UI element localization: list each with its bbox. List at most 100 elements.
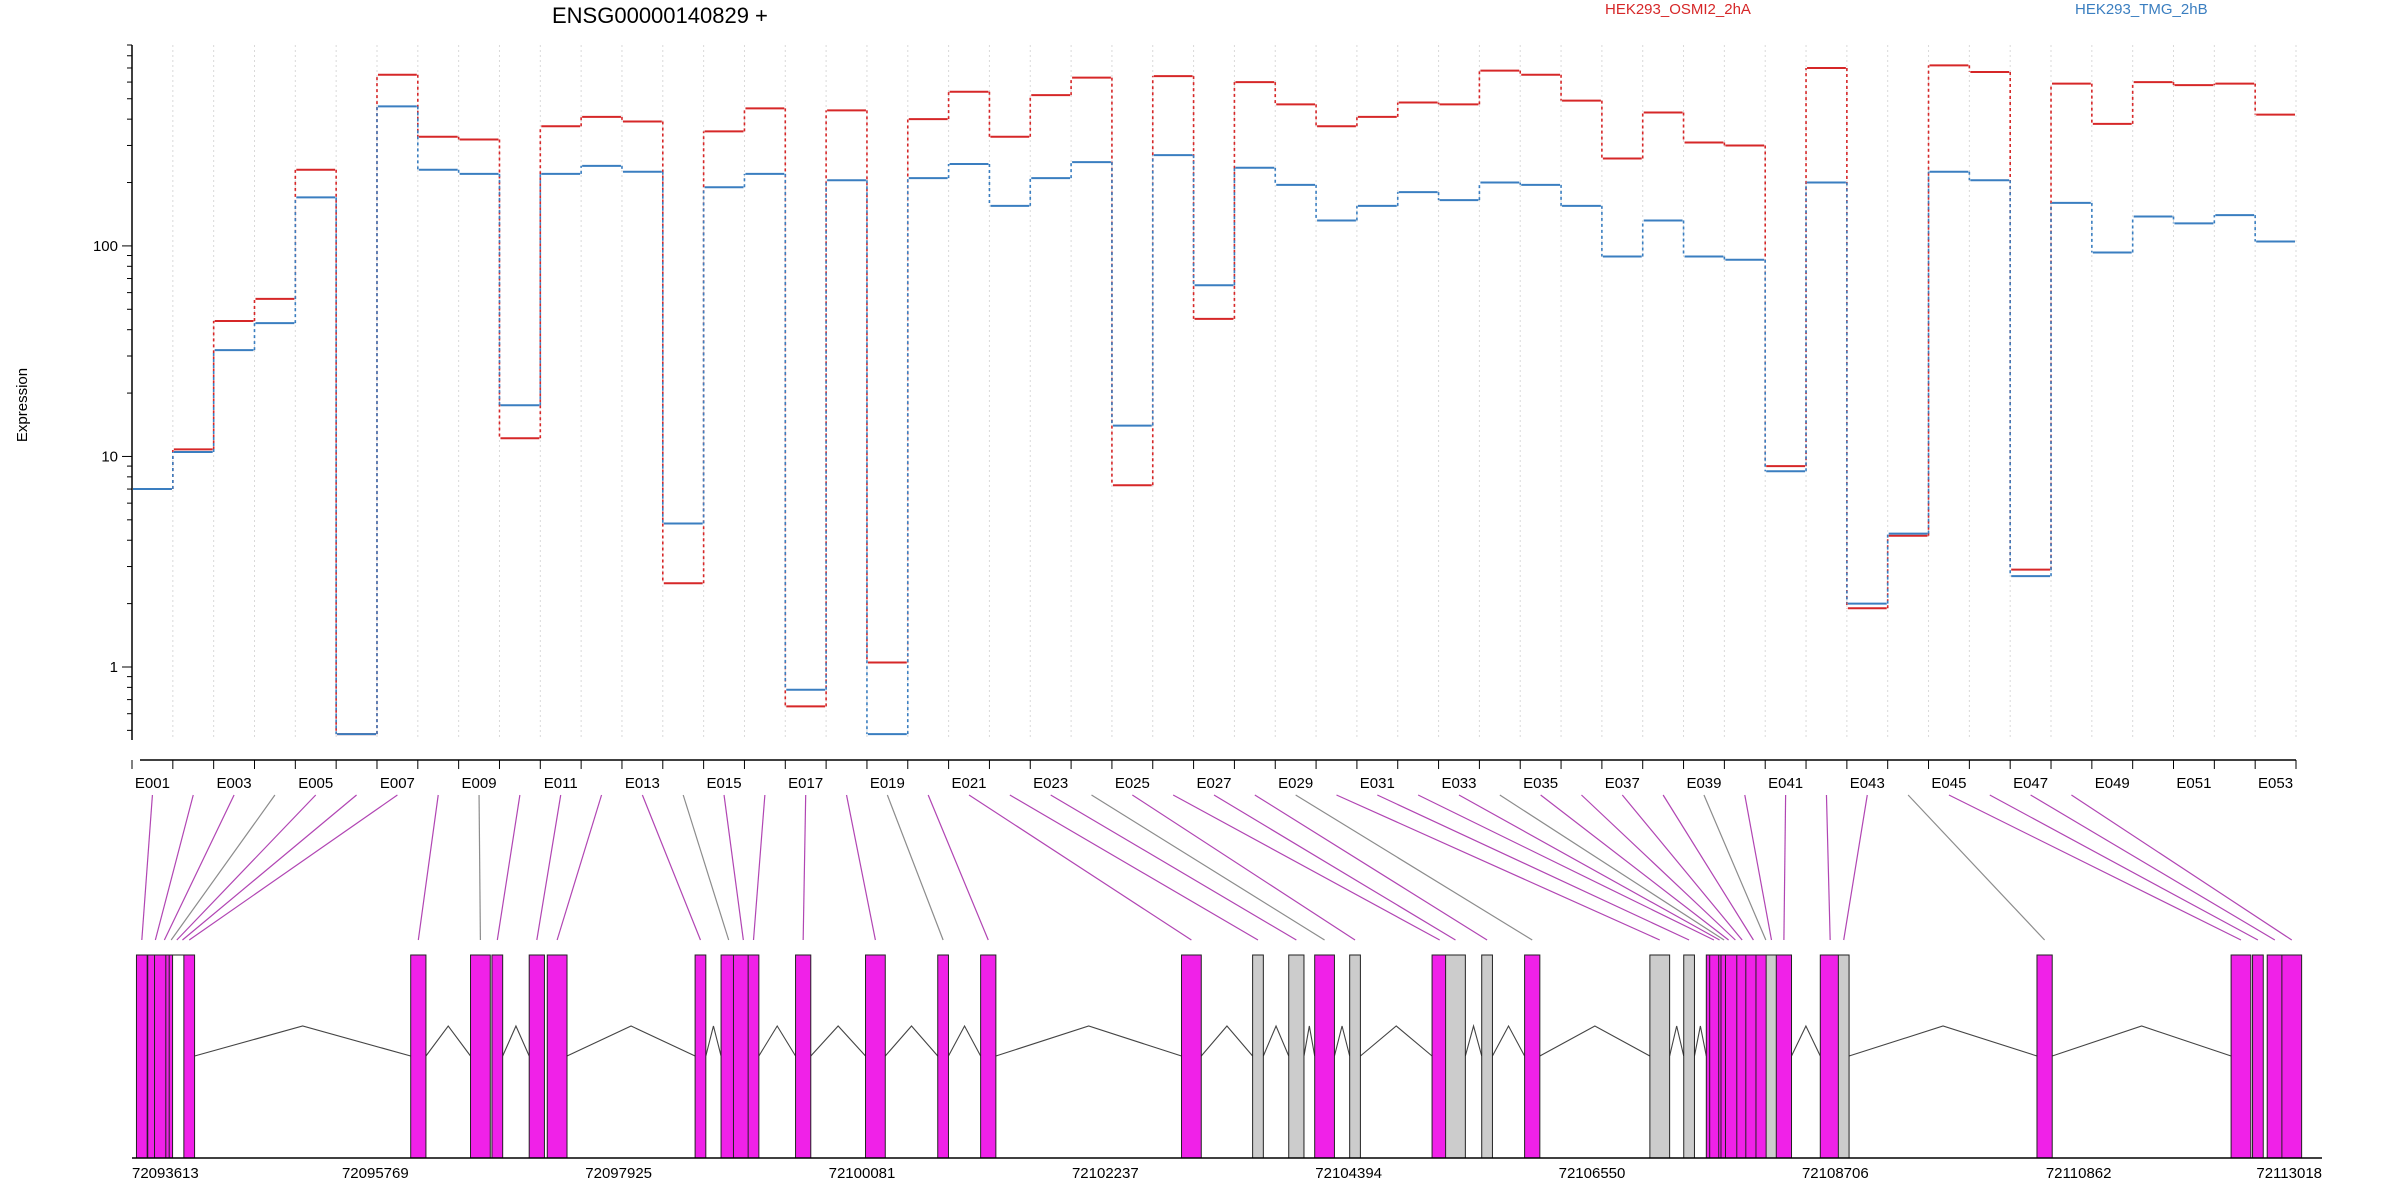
coordinate-label: 72104394 <box>1315 1165 1382 1182</box>
intron <box>502 1024 530 1057</box>
exon-connector <box>1091 794 1325 941</box>
x-tick-label: E011 <box>544 775 578 792</box>
intron <box>1360 1025 1433 1057</box>
exon-block <box>747 954 760 1159</box>
intron <box>1693 1025 1707 1057</box>
x-tick-label: E025 <box>1115 775 1150 792</box>
x-tick-label: E003 <box>217 775 252 792</box>
x-tick-label: E031 <box>1360 775 1395 792</box>
gene-model <box>132 954 2322 1159</box>
exon-block <box>2266 954 2283 1159</box>
intron <box>1539 1025 1651 1057</box>
exon-connector <box>1254 794 1488 941</box>
intron <box>995 1025 1182 1057</box>
intron <box>1262 1024 1290 1057</box>
x-tick-label: E021 <box>951 775 986 792</box>
coordinate-label: 72108706 <box>1802 1165 1869 1182</box>
exon-connector <box>182 794 357 941</box>
coordinate-label: 72113018 <box>2256 1165 2322 1182</box>
exon-block <box>183 954 196 1159</box>
y-tick-label: 1 <box>110 659 118 676</box>
exon-block <box>1431 954 1448 1159</box>
x-ticks: E001 E003 E005 E007 E009 E011 E013 E015 E017 E019… <box>131 760 2297 792</box>
exon-block <box>1775 954 1793 1159</box>
exon-connector <box>1744 794 1773 941</box>
x-tick-label: E013 <box>625 775 660 792</box>
intron <box>884 1025 939 1057</box>
exon-block <box>2036 954 2053 1159</box>
intron <box>1791 1024 1821 1057</box>
vertical-grid <box>131 45 2297 740</box>
exon-block <box>1649 954 1671 1159</box>
coordinate-label: 72095769 <box>342 1165 409 1182</box>
intron <box>1333 1025 1351 1057</box>
exon-connector <box>802 794 807 941</box>
exon-connector <box>1458 794 1720 941</box>
x-tick-label: E045 <box>1931 775 1966 792</box>
x-tick-label: E051 <box>2176 775 2211 792</box>
exon-connector <box>968 794 1192 941</box>
exon-connector <box>1540 794 1729 941</box>
x-tick-label: E035 <box>1523 775 1558 792</box>
exon-connector <box>188 794 398 941</box>
exon-connector <box>1336 794 1660 941</box>
exon-connector <box>1621 794 1743 941</box>
exon-connector <box>154 794 194 941</box>
exon-connector <box>752 794 766 941</box>
x-tick-label: E029 <box>1278 775 1313 792</box>
exon-block <box>1765 954 1778 1159</box>
exon-connector <box>1050 794 1297 941</box>
exon-connector <box>1417 794 1715 941</box>
x-tick-label: E015 <box>707 775 742 792</box>
coordinate-label: 72097925 <box>585 1165 652 1182</box>
exon-connector <box>163 794 235 941</box>
exon-connector <box>1703 794 1767 941</box>
axes <box>131 45 2296 761</box>
x-tick-label: E047 <box>2013 775 2048 792</box>
y-axis-label: Expression <box>14 368 31 442</box>
exon-connector <box>1172 794 1440 941</box>
intron <box>1491 1024 1526 1057</box>
intron <box>1303 1025 1316 1057</box>
exon-connectors <box>141 794 2293 941</box>
series-tmg <box>133 105 2295 736</box>
x-tick-label: E005 <box>298 775 333 792</box>
x-tick-label: E009 <box>462 775 497 792</box>
exon-connector <box>141 794 154 941</box>
exon-connector <box>2071 794 2293 941</box>
series-osmi2 <box>133 64 2295 736</box>
intron <box>758 1024 797 1057</box>
exon-connector <box>478 794 481 941</box>
exon-connector <box>845 794 876 941</box>
exon-connector <box>641 794 702 941</box>
exon-block <box>2252 954 2264 1159</box>
intron <box>705 1025 722 1057</box>
exon-connector <box>1843 794 1868 941</box>
exon-connector <box>176 794 317 941</box>
x-tick-label: E039 <box>1686 775 1721 792</box>
coordinate-label: 72100081 <box>829 1165 896 1182</box>
series-lines <box>133 64 2295 736</box>
intron <box>194 1025 411 1057</box>
y-tick-label: 100 <box>93 238 118 255</box>
exon-block <box>1524 954 1541 1159</box>
exon-connector <box>556 794 603 941</box>
x-tick-label: E037 <box>1605 775 1640 792</box>
x-tick-label: E033 <box>1441 775 1476 792</box>
exon-connector <box>2030 794 2276 941</box>
chart-title: ENSG00000140829 + <box>552 3 768 28</box>
exon-connector <box>1783 794 1787 941</box>
exon-connector <box>1907 794 2046 941</box>
exon-connector <box>496 794 521 941</box>
exon-block <box>470 954 491 1159</box>
x-tick-label: E001 <box>135 775 170 792</box>
intron <box>1200 1025 1254 1057</box>
exon-connector <box>417 794 439 941</box>
exon-block <box>491 954 504 1159</box>
exon-block <box>865 954 886 1159</box>
exon-block <box>1445 954 1466 1159</box>
x-tick-label: E027 <box>1196 775 1231 792</box>
exon-block <box>528 954 545 1159</box>
coordinate-label: 72110862 <box>2046 1165 2112 1182</box>
